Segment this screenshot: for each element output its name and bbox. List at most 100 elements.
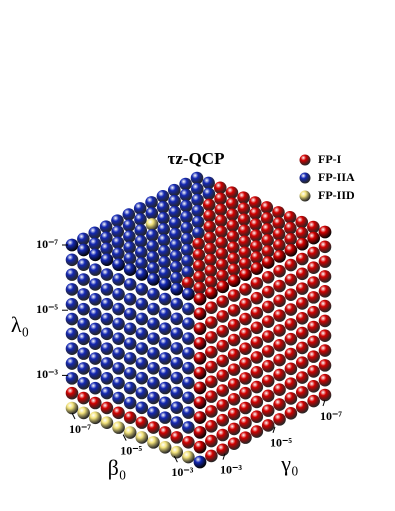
fp-sphere [135, 386, 149, 400]
fp-sphere [135, 312, 149, 326]
fp-sphere [205, 419, 218, 433]
fp-sphere [261, 285, 275, 299]
fp-sphere [88, 237, 102, 251]
x-tick [122, 434, 127, 441]
fp-sphere [135, 282, 149, 296]
fp-sphere [135, 257, 148, 270]
fp-sphere [307, 220, 320, 234]
fp-sphere [77, 317, 90, 331]
fp-sphere [123, 366, 137, 380]
fp-sphere [65, 372, 79, 385]
fp-sphere [88, 367, 102, 380]
fp-sphere [216, 295, 230, 308]
fp-sphere [307, 335, 320, 349]
fp-sphere [112, 391, 125, 405]
fp-sphere [227, 363, 241, 376]
fp-sphere [88, 337, 102, 351]
fp-sphere [273, 324, 286, 337]
fp-sphere [193, 337, 207, 350]
fp-sphere [261, 234, 274, 247]
fp-sphere [170, 356, 184, 370]
fp-sphere [250, 380, 264, 394]
fp-sphere [182, 347, 195, 360]
fp-sphere [295, 386, 309, 399]
y-tick [222, 453, 226, 460]
fp-sphere [169, 227, 182, 241]
fp-sphere [216, 369, 230, 383]
fp-sphere [239, 431, 252, 444]
fp-sphere [205, 301, 218, 315]
fp-sphere [307, 320, 320, 334]
fp-sphere [65, 386, 79, 400]
fp-sphere [295, 371, 309, 384]
fp-sphere [193, 440, 207, 454]
fp-sphere [181, 276, 195, 290]
fp-sphere [295, 311, 309, 325]
fp-sphere [147, 361, 160, 375]
fp-sphere [65, 297, 79, 311]
fp-sphere [295, 341, 309, 355]
fp-sphere [147, 406, 160, 420]
fp-sphere [307, 246, 320, 260]
fp-sphere [158, 381, 172, 395]
fp-sphere [100, 312, 114, 326]
fp-sphere [295, 215, 309, 229]
fp-sphere [65, 238, 79, 252]
fp-sphere [307, 394, 320, 408]
fp-sphere [112, 376, 125, 390]
fp-sphere [216, 384, 230, 397]
fp-sphere [88, 226, 102, 240]
fp-sphere [158, 307, 172, 321]
fp-sphere [100, 327, 114, 341]
fp-sphere [169, 238, 182, 252]
fp-sphere [182, 302, 195, 316]
fp-sphere [227, 422, 241, 436]
fp-sphere [192, 248, 206, 262]
fp-sphere [123, 307, 137, 321]
fp-sphere [158, 322, 172, 336]
fp-sphere [65, 357, 79, 370]
fp-sphere [205, 390, 218, 403]
fp-sphere [261, 315, 275, 329]
fp-sphere [284, 318, 298, 331]
fp-sphere [65, 327, 79, 341]
fp-sphere [157, 233, 171, 247]
legend-label: FP-IID [318, 188, 355, 202]
fp-sphere [193, 351, 207, 365]
fp-sphere [77, 391, 90, 405]
fp-sphere [239, 297, 252, 311]
fp-sphere [123, 278, 137, 291]
fp-sphere [273, 383, 286, 397]
fp-sphere [238, 246, 252, 259]
fp-sphere [192, 226, 205, 240]
fp-sphere [182, 435, 195, 449]
fp-sphere [250, 291, 264, 305]
fp-sphere [135, 342, 149, 355]
fp-sphere [295, 297, 309, 310]
fp-sphere [112, 317, 125, 331]
legend-label: FP-I [318, 152, 342, 166]
fp-sphere [134, 235, 148, 248]
fp-sphere [205, 375, 218, 389]
fp-sphere [226, 219, 240, 233]
fp-sphere [318, 373, 332, 387]
fp-sphere [238, 235, 251, 248]
fp-sphere [193, 455, 207, 469]
fp-sphere [147, 317, 160, 331]
fp-sphere [205, 449, 218, 463]
x-tick-label: 10⁻³ [171, 465, 193, 479]
fp-sphere [146, 251, 160, 264]
fp-sphere [77, 406, 90, 420]
fp-sphere [295, 252, 309, 266]
fp-sphere [170, 416, 184, 429]
x-tick-label: 10⁻⁷ [69, 422, 91, 436]
fp-sphere [77, 332, 90, 346]
z-axis-label: λ₀ [11, 312, 29, 337]
fp-sphere [65, 312, 79, 326]
fp-sphere [123, 252, 137, 265]
fp-sphere [88, 248, 102, 262]
fp-sphere [227, 392, 241, 406]
fp-sphere [284, 347, 298, 361]
fp-sphere [250, 410, 264, 424]
